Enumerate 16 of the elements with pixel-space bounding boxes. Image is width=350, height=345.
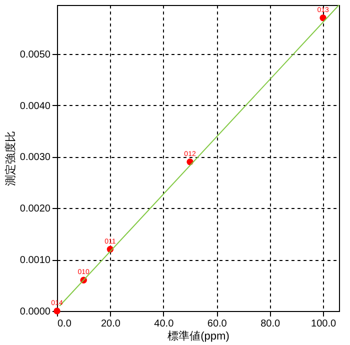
y-axis-title: 測定強度比	[4, 131, 17, 186]
x-tick-label: 80.0	[260, 318, 280, 330]
y-tick-label: 0.0050	[20, 49, 51, 60]
x-tick-label: 20.0	[100, 318, 121, 330]
x-axis-title: 標準値(ppm)	[168, 330, 230, 342]
x-tick-label: 40.0	[154, 318, 174, 330]
point	[54, 308, 60, 314]
point	[320, 14, 326, 22]
y-tick-label: 0.0000	[20, 306, 51, 318]
x-tick-label: 0.0	[58, 318, 72, 330]
x-tick-label: 100.0	[311, 318, 336, 330]
y-tick-label: 0.0040	[20, 100, 51, 112]
y-tick-label: 0.0030	[20, 152, 51, 164]
x-tick-label: 60.0	[207, 318, 228, 330]
y-tick-label: 0.0010	[20, 255, 51, 266]
y-tick-label: 0.0020	[20, 204, 51, 215]
